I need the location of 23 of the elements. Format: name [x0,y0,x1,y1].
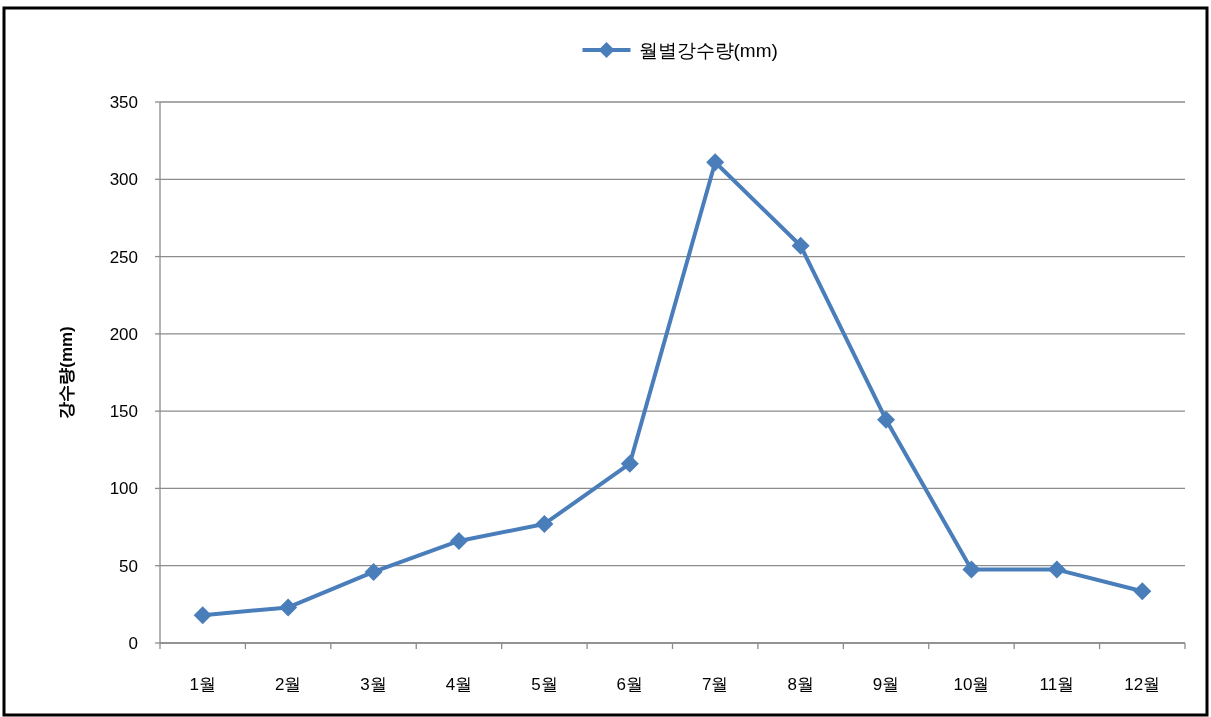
y-tick-label: 150 [109,402,138,422]
legend-label: 월별강수량(mm) [638,40,778,61]
x-tick-label: 11월 [1039,675,1075,694]
x-tick-label: 3월 [360,675,387,694]
y-axis-title: 강수량(mm) [57,326,76,419]
y-tick-label: 250 [109,247,138,267]
y-tick-label: 50 [119,556,138,576]
x-tick-label: 10월 [953,675,990,694]
x-tick-label: 5월 [531,675,558,694]
x-tick-label: 4월 [445,675,473,694]
y-tick-label: 100 [109,479,138,499]
y-tick-label: 0 [128,634,138,653]
x-tick-label: 1월 [189,675,216,694]
x-tick-label: 2월 [274,675,302,694]
y-tick-label: 300 [109,170,138,190]
x-tick-label: 12월 [1124,675,1161,694]
x-tick-label: 7월 [701,675,729,694]
x-tick-label: 8월 [787,675,814,694]
x-tick-label: 9월 [872,675,900,694]
y-tick-label: 200 [109,324,138,344]
y-tick-label: 350 [109,93,138,112]
legend: 월별강수량(mm) [582,40,778,61]
x-tick-label: 6월 [616,675,644,694]
